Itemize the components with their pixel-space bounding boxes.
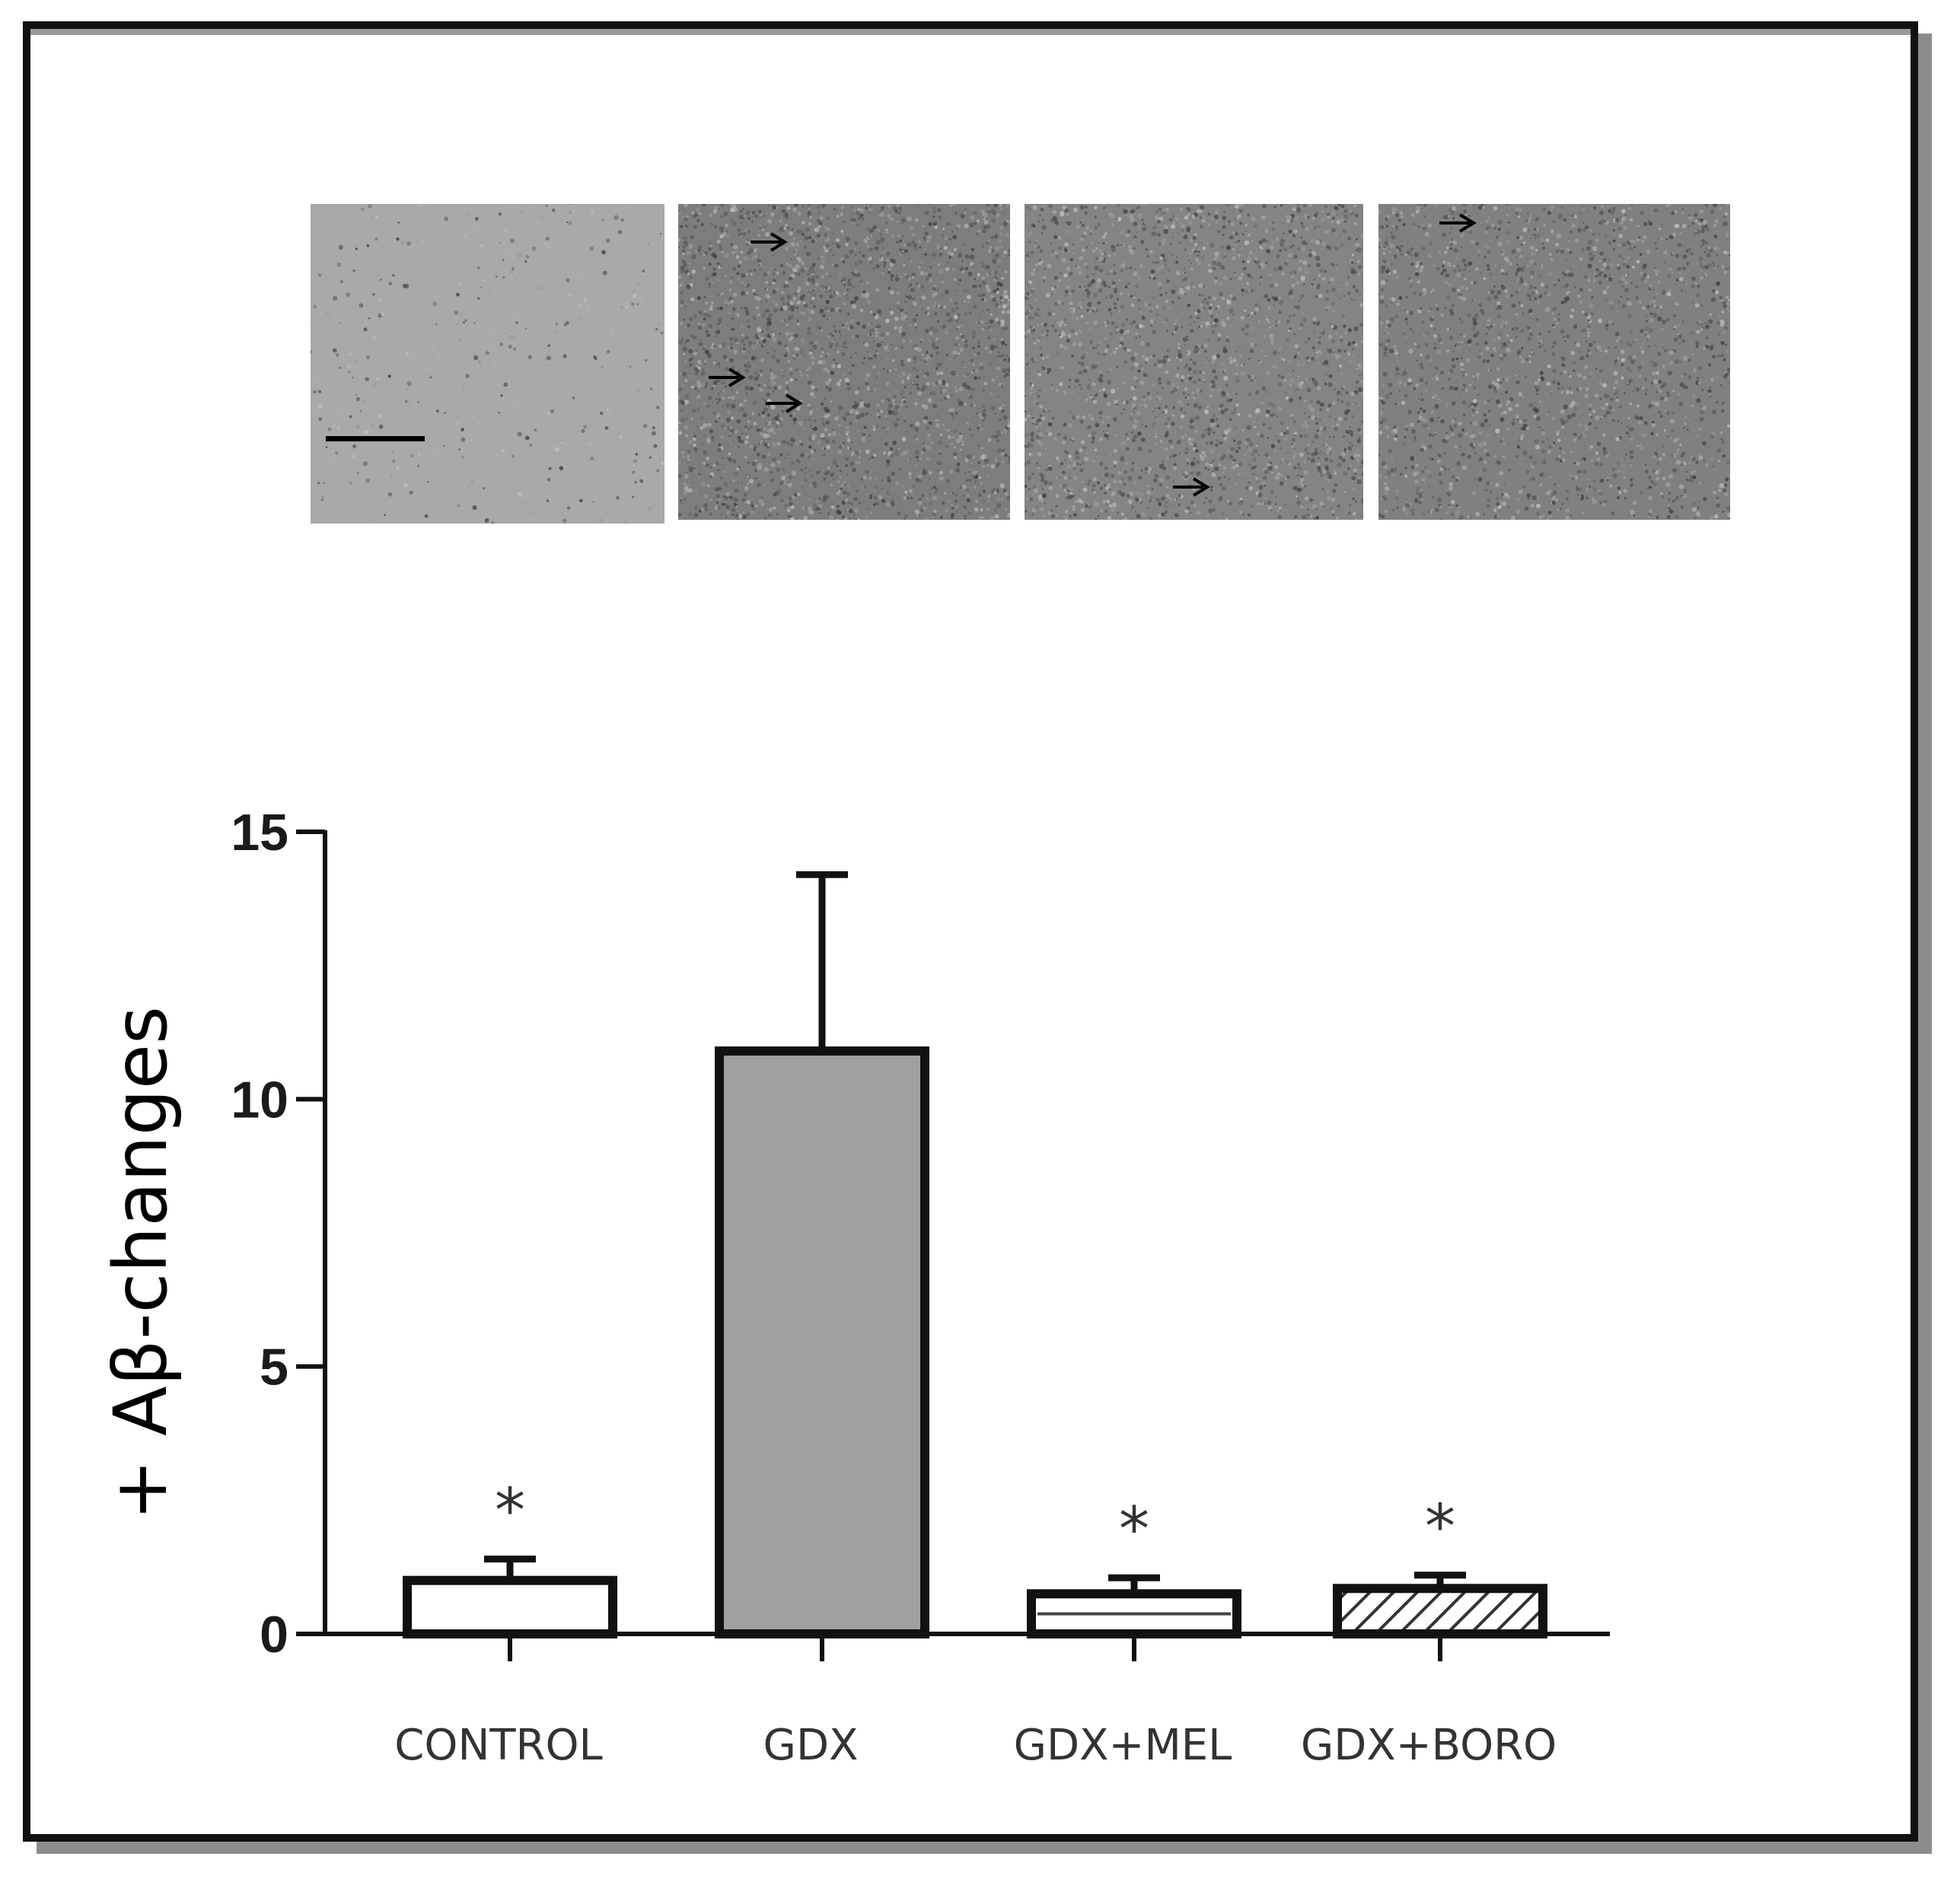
arrow-icon xyxy=(751,232,788,252)
micrograph-gdx-mel xyxy=(1025,204,1363,520)
arrow-icon xyxy=(766,393,803,413)
scale-bar xyxy=(326,436,425,441)
y-tick-label: 0 xyxy=(260,1606,288,1664)
x-category-label: GDX xyxy=(763,1721,859,1770)
arrow-icon xyxy=(1173,477,1210,497)
panel-background xyxy=(311,204,664,524)
micrograph-control-image xyxy=(311,204,664,524)
x-category-label: CONTROL xyxy=(394,1721,602,1770)
arrow-icon xyxy=(1439,213,1477,233)
significance-star: * xyxy=(495,1476,525,1546)
arrow-icon xyxy=(709,368,746,387)
bar-gdx-boro: * GDX+BORO xyxy=(1301,1492,1557,1770)
y-tick-label: 15 xyxy=(231,804,288,861)
bar-rect xyxy=(715,1046,929,1639)
micrograph-gdx-mel-image xyxy=(1025,204,1363,520)
panel-texture xyxy=(1025,204,1363,520)
y-tick-label: 5 xyxy=(260,1339,288,1396)
x-category-label: GDX+MEL xyxy=(1014,1721,1232,1770)
micrograph-gdx-image xyxy=(678,204,1010,520)
frame-inner-edge xyxy=(30,29,1911,35)
micrograph-control xyxy=(311,204,664,524)
significance-star: * xyxy=(1119,1494,1149,1565)
panel-background xyxy=(678,204,1010,520)
significance-star: * xyxy=(1425,1492,1455,1562)
y-tick-label: 10 xyxy=(231,1071,288,1129)
panel-texture xyxy=(1378,204,1730,520)
micrograph-gdx-boro-image xyxy=(1378,204,1730,520)
bar-control: * CONTROL xyxy=(394,1476,617,1770)
bar-rect xyxy=(403,1575,617,1639)
micrograph-gdx-boro xyxy=(1378,204,1730,520)
bar-gdx-mel: * GDX+MEL xyxy=(1014,1494,1241,1770)
panel-texture xyxy=(678,204,1010,520)
panel-texture xyxy=(311,204,664,524)
bar-gdx: GDX xyxy=(715,871,929,1770)
y-axis-title: + Aβ-changes xyxy=(98,1006,183,1521)
x-category-label: GDX+BORO xyxy=(1301,1721,1557,1770)
bar-rect xyxy=(1333,1584,1547,1639)
micrograph-gdx xyxy=(678,204,1010,520)
